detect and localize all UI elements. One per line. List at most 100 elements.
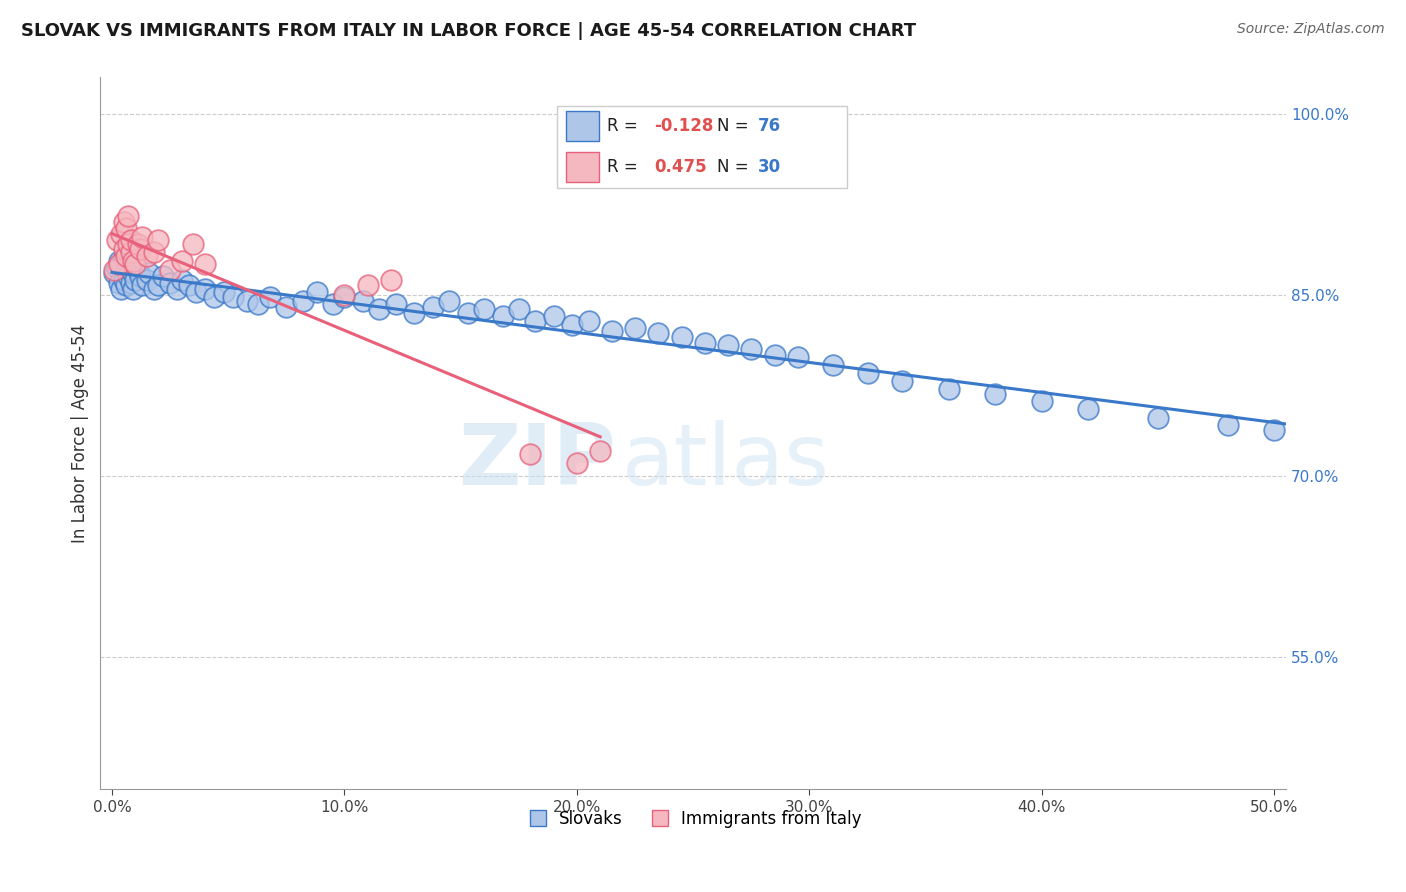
Point [600,324,623,338]
Point [103,266,125,280]
FancyBboxPatch shape [567,153,599,182]
Point [124,273,146,287]
Point [122,253,145,268]
Point [124,257,146,271]
Point [117,209,139,223]
Point [112,215,135,229]
Point [131,229,153,244]
Point [856,366,879,380]
Point [128,242,150,256]
Point [222,290,245,304]
Point [202,290,225,304]
Point [821,358,844,372]
Point [110,227,132,242]
Point [142,245,165,260]
Point [561,318,583,332]
Legend: Slovaks, Immigrants from Italy: Slovaks, Immigrants from Italy [519,803,868,834]
Point [122,266,145,280]
Point [138,266,160,280]
Point [508,301,530,316]
FancyBboxPatch shape [557,106,848,187]
Point [115,221,138,235]
Text: Source: ZipAtlas.com: Source: ZipAtlas.com [1237,22,1385,37]
Point [108,257,131,271]
Point [159,276,181,290]
Point [565,457,588,471]
Point [120,263,142,277]
Point [170,253,193,268]
Text: -0.128: -0.128 [654,118,713,136]
Point [128,269,150,284]
Point [763,348,786,362]
Point [333,287,356,301]
Point [457,306,479,320]
Point [491,310,513,324]
Text: N =: N = [717,118,754,136]
Point [131,277,153,292]
Point [135,273,157,287]
Point [984,386,1007,401]
Point [717,338,740,352]
Point [110,257,132,271]
FancyBboxPatch shape [567,112,599,141]
Point [108,253,131,268]
Point [166,281,188,295]
Point [148,277,170,292]
Point [276,300,298,314]
Point [305,285,328,300]
Text: ZIP: ZIP [458,420,616,503]
Text: atlas: atlas [621,420,830,503]
Point [103,263,125,277]
Point [117,269,139,284]
Text: R =: R = [606,158,643,177]
Text: 76: 76 [758,118,782,136]
Point [120,245,142,260]
Point [105,233,128,247]
Point [1216,417,1239,432]
Point [117,236,139,251]
Point [578,314,600,328]
Point [124,257,146,271]
Point [357,277,380,292]
Point [127,236,149,251]
Point [543,310,565,324]
Point [159,263,181,277]
Point [322,297,344,311]
Point [142,281,165,295]
Y-axis label: In Labor Force | Age 45-54: In Labor Force | Age 45-54 [72,324,89,543]
Point [368,301,391,316]
Point [437,293,460,308]
Point [194,257,217,271]
Point [112,252,135,266]
Point [938,382,960,396]
Point [422,300,444,314]
Point [1031,393,1053,408]
Point [291,293,314,308]
Point [519,447,541,461]
Point [352,293,374,308]
Point [671,330,693,344]
Point [524,314,547,328]
Point [740,342,762,356]
Point [120,276,142,290]
Point [647,326,669,341]
Point [589,444,612,458]
Point [110,281,132,295]
Point [236,293,259,308]
Point [194,281,217,295]
Point [333,290,356,304]
Text: SLOVAK VS IMMIGRANTS FROM ITALY IN LABOR FORCE | AGE 45-54 CORRELATION CHART: SLOVAK VS IMMIGRANTS FROM ITALY IN LABOR… [21,22,917,40]
Point [115,263,138,277]
Point [135,249,157,263]
Text: R =: R = [606,118,643,136]
Point [1077,402,1099,417]
Point [177,277,200,292]
Point [624,321,647,335]
Point [112,242,135,256]
Point [148,233,170,247]
Point [122,281,145,295]
Point [384,297,406,311]
Point [247,297,270,311]
Point [105,261,128,276]
Text: 30: 30 [758,158,782,177]
